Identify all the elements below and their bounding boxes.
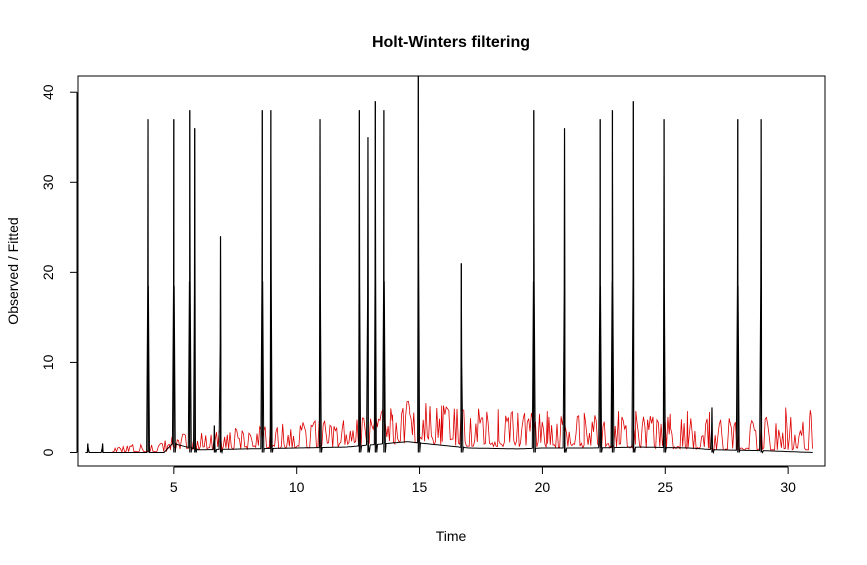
y-tick-label: 40 [40, 84, 56, 100]
plot-frame [77, 75, 826, 467]
plot-area [85, 76, 813, 455]
y-tick-label: 20 [40, 264, 56, 280]
x-tick-label: 10 [289, 479, 305, 495]
x-axis-label: Time [436, 528, 467, 544]
y-axis-label: Observed / Fitted [5, 217, 21, 324]
y-tick-label: 10 [40, 354, 56, 370]
x-tick-label: 25 [657, 479, 673, 495]
chart-title: Holt-Winters filtering [372, 34, 530, 51]
x-tick-label: 15 [412, 479, 428, 495]
x-tick-label: 30 [780, 479, 796, 495]
x-axis: 5 10 15 20 25 30 [170, 466, 796, 495]
y-axis: 0 10 20 30 40 [40, 84, 78, 456]
y-tick-label: 30 [40, 174, 56, 190]
x-tick-label: 20 [535, 479, 551, 495]
x-tick-label: 5 [170, 479, 178, 495]
y-tick-label: 0 [40, 448, 56, 456]
